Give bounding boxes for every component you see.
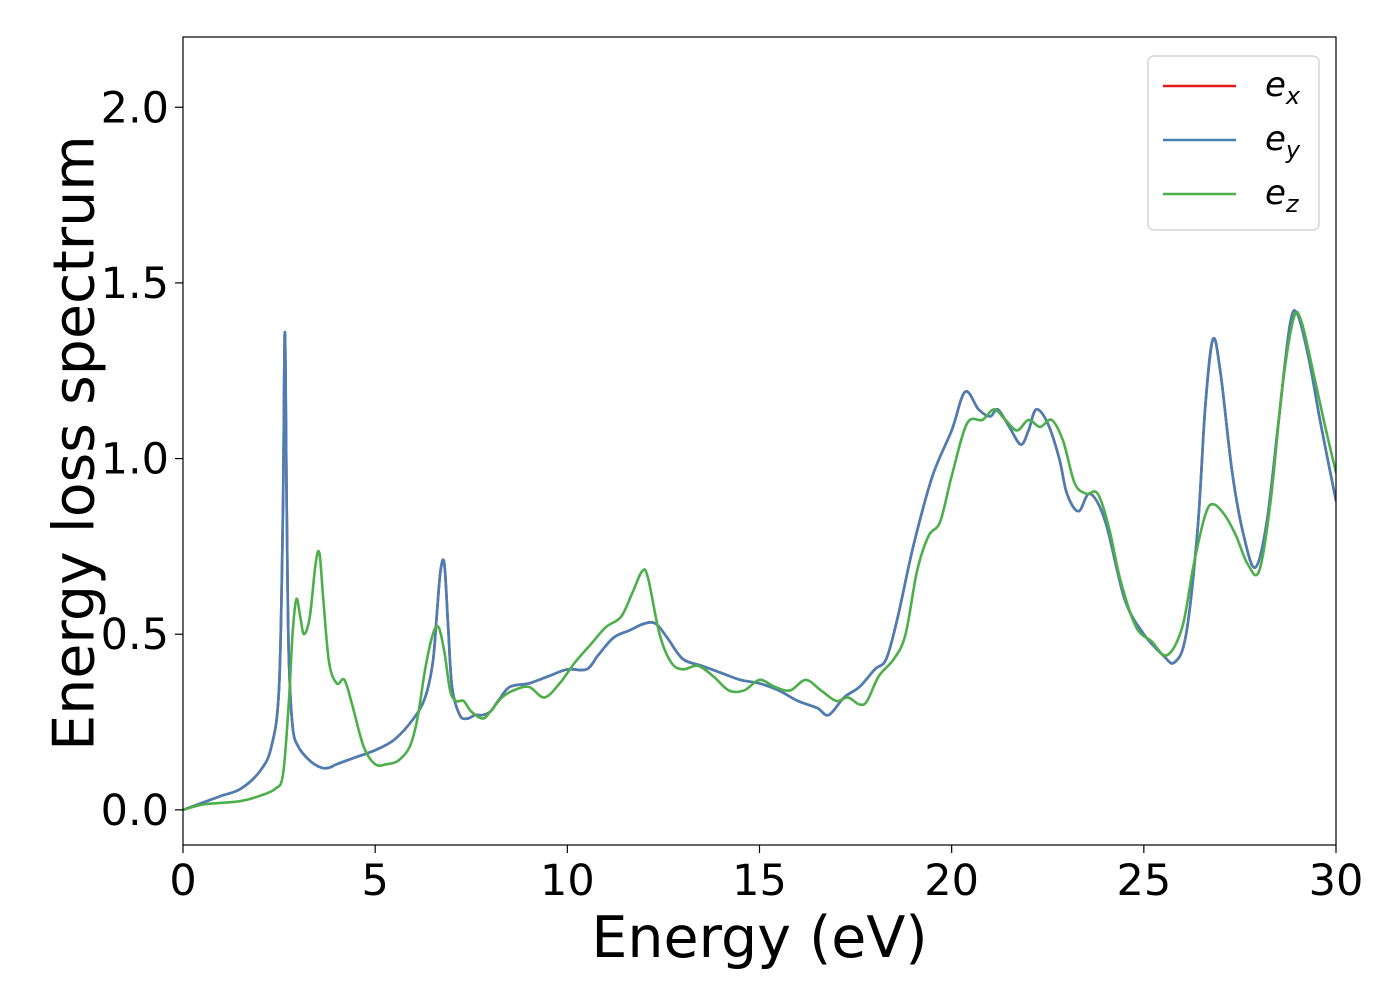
legend-entry-z: ez <box>1163 173 1300 218</box>
y-tick-label: 1.0 <box>101 435 169 485</box>
legend-box <box>1147 55 1320 231</box>
x-tick-label: 30 <box>1309 856 1364 906</box>
y-axis-ticks: 0.0 0.5 1.0 1.5 2.0 <box>101 83 183 836</box>
legend-entry-y: ey <box>1163 119 1301 164</box>
y-tick-label: 0.0 <box>101 786 169 836</box>
plot-area <box>183 309 1336 812</box>
series-line-y <box>183 309 1336 812</box>
series-layer <box>183 309 1336 812</box>
legend-label: ex <box>1265 65 1301 110</box>
legend-entry-x: ex <box>1163 65 1301 110</box>
legend-label: ey <box>1265 119 1301 164</box>
x-axis-ticks: 0 5 10 15 20 25 30 <box>169 845 1363 906</box>
x-tick-label: 20 <box>924 856 979 906</box>
legend: ex ey ez <box>1147 55 1320 231</box>
y-tick-label: 2.0 <box>101 83 169 133</box>
y-tick-label: 1.5 <box>101 259 169 309</box>
x-axis-title: Energy (eV) <box>591 905 927 971</box>
series-line-z <box>183 310 1336 812</box>
x-tick-label: 15 <box>732 856 787 906</box>
x-tick-label: 25 <box>1116 856 1171 906</box>
legend-label: ez <box>1265 173 1300 218</box>
y-axis-title: Energy loss spectrum <box>42 135 108 751</box>
x-tick-label: 10 <box>540 856 595 906</box>
series-line-x <box>183 309 1336 812</box>
x-tick-label: 5 <box>361 856 388 906</box>
y-tick-label: 0.5 <box>101 610 169 660</box>
x-tick-label: 0 <box>169 856 196 906</box>
